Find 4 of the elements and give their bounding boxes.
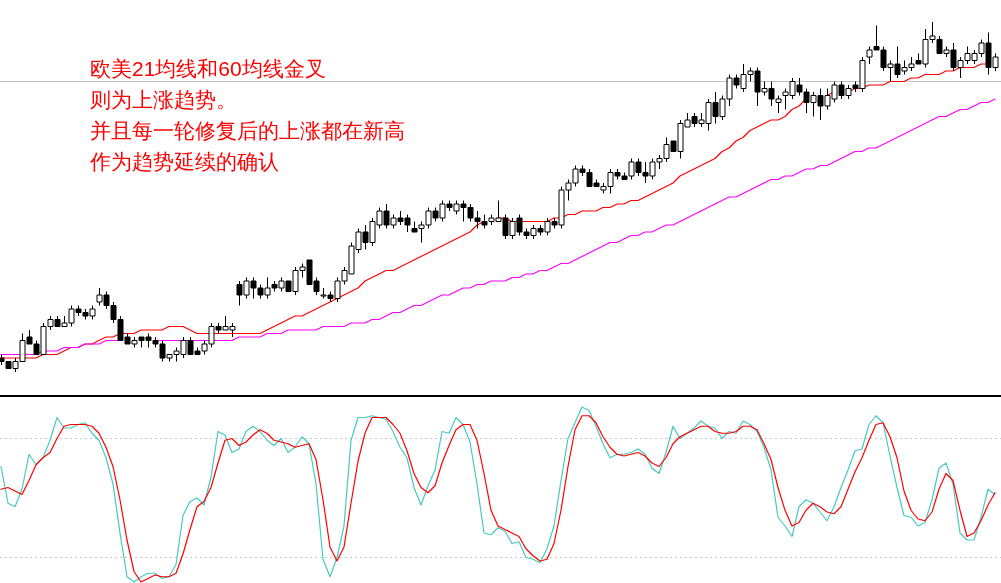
annotation: 并且每一轮修复后的上涨都在新高 <box>90 119 405 142</box>
annotation: 欧美21均线和60均线金叉 <box>90 57 326 80</box>
annotation: 作为趋势延续的确认 <box>89 150 279 173</box>
annotation: 则为上涨趋势。 <box>90 88 237 111</box>
